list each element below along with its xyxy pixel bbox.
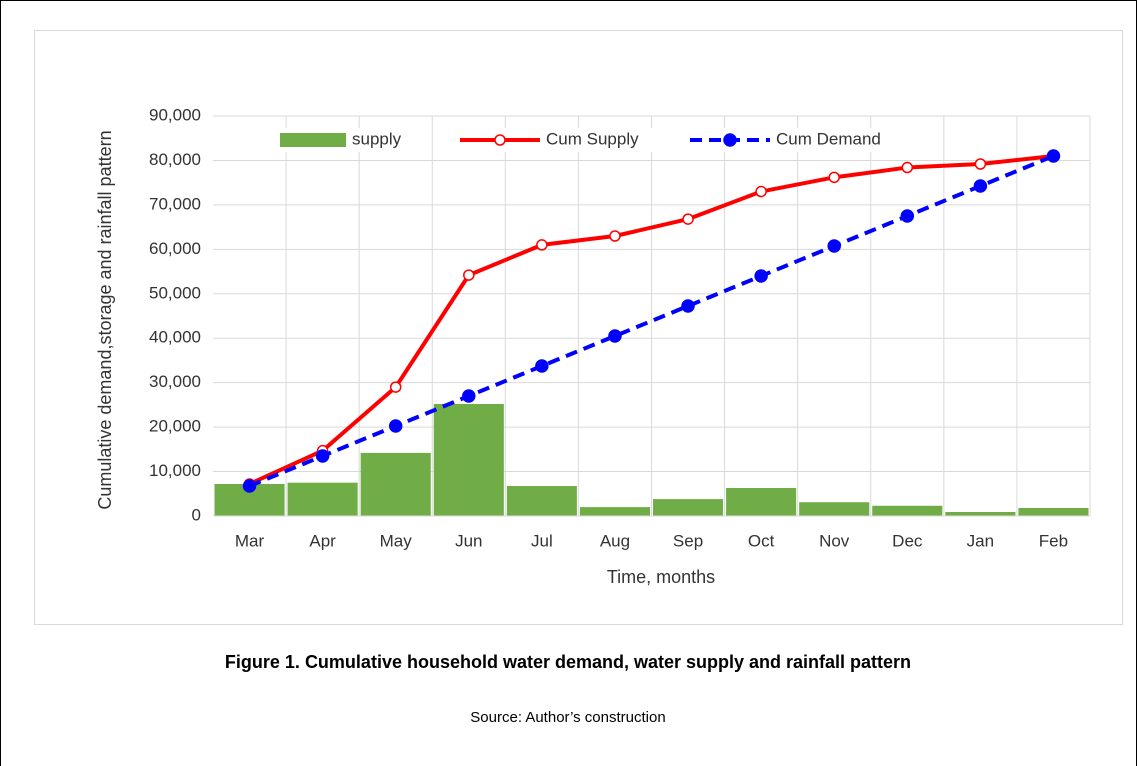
- legend-label: supply: [352, 129, 402, 148]
- marker: [754, 269, 768, 283]
- y-tick-label: 30,000: [149, 372, 201, 391]
- marker: [315, 449, 330, 463]
- marker: [682, 213, 694, 225]
- x-tick-label: Nov: [819, 531, 850, 550]
- y-tick-label: 50,000: [149, 283, 201, 302]
- x-tick-label: Feb: [1039, 531, 1068, 550]
- marker: [535, 359, 549, 373]
- legend-marker: [494, 134, 506, 146]
- caption: Figure 1. Cumulative household water dem…: [225, 652, 911, 672]
- x-tick-label: Jul: [531, 531, 553, 550]
- x-tick-label: Mar: [235, 531, 265, 550]
- marker: [1046, 149, 1061, 163]
- x-axis-label: Time, months: [607, 567, 715, 587]
- marker: [755, 185, 767, 198]
- bar: [945, 512, 1016, 516]
- marker: [973, 179, 988, 193]
- line: [248, 154, 1055, 488]
- legend-swatch: [280, 133, 346, 147]
- marker: [681, 299, 695, 313]
- marker: [827, 239, 841, 253]
- legend-label: Cum Demand: [776, 129, 881, 148]
- marker: [463, 269, 475, 281]
- y-axis-label: Cumulative demand,storage and rainfall p…: [95, 130, 115, 510]
- y-tick-label: 80,000: [149, 150, 201, 169]
- marker: [389, 381, 402, 393]
- x-tick-label: Sep: [673, 531, 703, 550]
- bar: [726, 488, 797, 516]
- y-tick-label: 60,000: [149, 239, 201, 258]
- marker: [828, 171, 840, 184]
- marker: [974, 158, 987, 170]
- marker: [536, 239, 548, 251]
- bar: [287, 482, 358, 516]
- x-tick-label: Oct: [748, 531, 775, 550]
- legend-marker: [723, 133, 737, 147]
- bar: [1018, 508, 1089, 516]
- bar: [872, 505, 943, 516]
- y-tick-label: 90,000: [149, 105, 201, 124]
- marker: [900, 209, 915, 223]
- bar: [579, 507, 650, 516]
- marker: [901, 161, 914, 174]
- bar: [433, 404, 504, 516]
- marker: [609, 230, 621, 242]
- marker: [242, 479, 257, 493]
- source: Source: Author’s construction: [470, 709, 665, 726]
- marker: [608, 329, 622, 343]
- x-tick-label: Aug: [600, 531, 630, 550]
- bar: [506, 486, 577, 516]
- x-tick-label: May: [380, 531, 413, 550]
- marker: [462, 389, 476, 403]
- chart-frame: [34, 30, 1123, 625]
- bar: [360, 452, 431, 516]
- x-tick-label: Jun: [455, 531, 482, 550]
- x-tick-label: Dec: [892, 531, 923, 550]
- marker: [388, 419, 403, 433]
- y-tick-label: 40,000: [149, 328, 201, 347]
- bar: [653, 499, 724, 516]
- line: [248, 154, 1054, 486]
- y-tick-label: 20,000: [149, 417, 201, 436]
- x-tick-label: Apr: [309, 531, 336, 550]
- legend-label: Cum Supply: [546, 129, 639, 148]
- y-tick-label: 10,000: [149, 461, 201, 480]
- bar: [799, 502, 870, 516]
- y-tick-label: 0: [192, 505, 201, 524]
- x-tick-label: Jan: [967, 531, 994, 550]
- y-tick-label: 70,000: [149, 194, 201, 213]
